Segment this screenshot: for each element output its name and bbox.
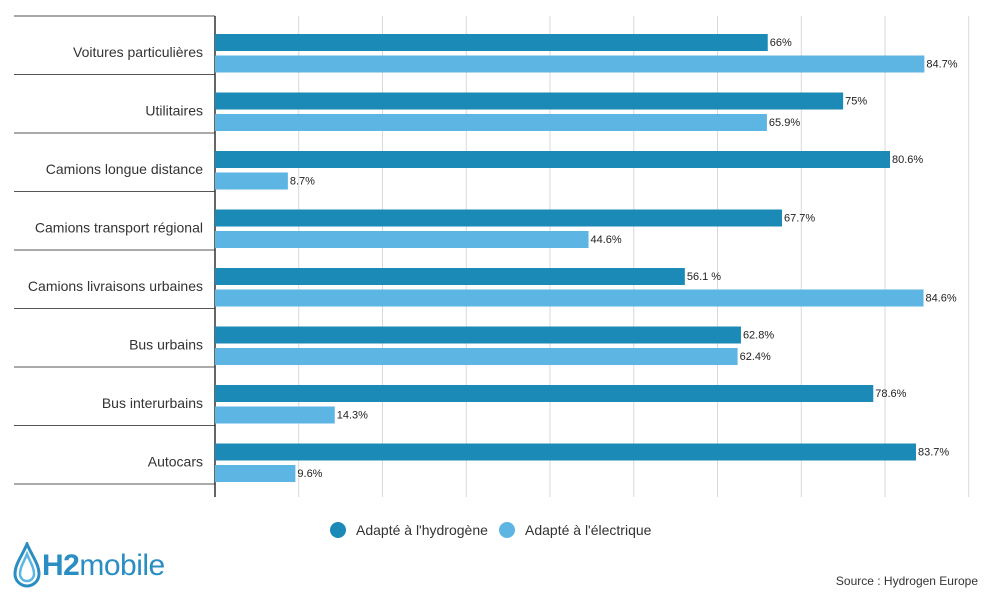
bar [215,55,925,73]
category-label: Bus interurbains [102,395,203,411]
data-label: 67.7% [784,213,815,225]
source-note: Source : Hydrogen Europe [835,574,978,588]
data-label: 80.6% [892,154,923,166]
category-label: Voitures particulières [73,44,203,60]
category-label: Bus urbains [129,337,203,353]
logo-mobile: mobile [79,549,165,582]
category-label: Camions livraisons urbaines [28,278,203,294]
category-label: Camions longue distance [46,161,203,177]
legend-label: Adapté à l'hydrogène [356,522,488,538]
category-label: Utilitaires [145,103,203,119]
water-drop-logo-icon [13,542,41,588]
data-label: 62.8% [743,330,774,342]
bar [215,406,335,424]
data-label: 9.6% [297,468,322,480]
data-label: 8.7% [290,176,315,188]
bar [215,209,782,227]
logo-text: H2mobile [42,549,165,583]
bar [215,348,738,365]
data-label: 83.7% [918,447,949,459]
data-label: 66% [770,37,792,49]
bar [215,268,685,285]
legend-marker-icon [499,522,515,538]
data-label: 65.9% [769,117,800,129]
bar [215,151,891,168]
bar [215,443,916,461]
bar [215,326,741,344]
category-label: Camions transport régional [35,220,203,236]
logo-h2: H2 [42,549,80,582]
bar [215,231,589,248]
bar [215,92,844,110]
data-label: 75% [845,96,867,108]
data-label: 84.7% [926,59,957,71]
bar [215,114,767,131]
legend-marker-icon [330,522,346,538]
h2mobile-logo: H2mobile [12,542,165,590]
legend-label: Adapté à l'électrique [525,522,652,538]
data-label: 78.6% [875,388,906,400]
category-label: Autocars [148,454,203,470]
data-label: 14.3% [337,410,368,422]
data-label: 44.6% [591,234,622,246]
bar [215,34,768,51]
bar [215,465,296,482]
data-label: 84.6% [926,293,957,305]
bar [215,289,924,307]
data-label: 56.1 % [687,271,721,283]
bar [215,172,288,190]
data-label: 62.4% [740,351,771,363]
bar [215,385,874,402]
